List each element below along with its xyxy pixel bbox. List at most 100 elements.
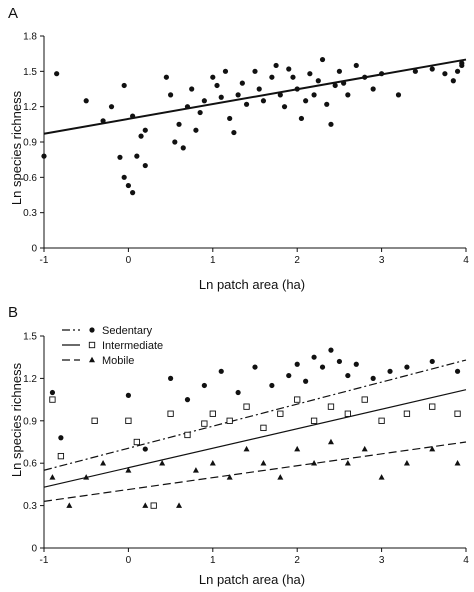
panel-a-series-0-point [450,78,456,84]
panel-b-series-intermediate-point [454,410,461,417]
panel-b-series-sedentary-point [218,368,224,374]
panel-a-series-0-point [180,145,186,151]
panel-a-series-0-point [231,129,237,136]
panel-a-series-0-point [281,104,288,110]
panel-b-series-sedentary-point [454,368,461,374]
panel-b-series-sedentary-point [252,364,258,370]
panel-a-series-0-point [319,56,326,63]
panel-a-series-0-point [201,98,207,104]
panel-a-series-0-point [239,80,245,86]
panel-b-series-mobile-point [192,467,199,473]
panel-b-series-mobile-point [429,445,436,452]
panel-a-series-0-point [235,92,241,98]
panel-a-series-0-point [429,66,435,72]
panel-a-series-0-point [273,62,279,69]
panel-a-series-0-point [307,71,313,77]
panel-b-series-sedentary-point [286,372,292,379]
legend-marker-intermediate [88,341,96,349]
panel-b-series-mobile-point [83,474,90,480]
panel-a-series-0-point [130,190,136,196]
panel-a-x-tick-label: 4 [463,255,469,266]
panel-b-x-tick-label: -1 [40,555,49,566]
panel-a-y-tick-label: 1.2 [23,102,37,113]
panel-b-series-mobile-point [361,445,368,452]
panel-b-series-sedentary-point [184,397,191,403]
panel-b-series-sedentary-point [303,378,309,384]
panel-a-series-0-point [218,94,224,100]
panel-a-series-0-point [328,121,334,127]
panel-b-y-tick-label: 1.5 [23,332,37,343]
panel-b-series-intermediate-fit-line [43,389,467,488]
panel-a-x-tick-label: -1 [40,255,49,266]
panel-b-series-intermediate-point [361,396,368,403]
panel-a-series-0-point [370,86,376,92]
panel-a-series-0-point [138,133,144,139]
panel-b-x-tick-label: 2 [294,555,300,566]
panel-a-series-0-point [172,139,178,145]
panel-b-series-mobile-point [454,460,461,466]
panel-a-series-0-point [214,82,220,89]
panel-b-series-sedentary-point [49,389,56,396]
panel-b-series-mobile-point [243,445,250,452]
panel-a-series-0-point [269,74,275,80]
panel-b-x-tick-label: 3 [379,555,385,566]
panel-b-ylabel: Ln species richness [9,362,24,477]
panel-a-series-0-point [256,86,262,92]
legend-label-mobile: Mobile [102,355,134,367]
panel-b-series-intermediate-point [133,438,140,446]
panel-b-series-sedentary-point [404,364,410,370]
panel-b-series-mobile-point [142,502,149,508]
panel-a-series-0-point [336,68,342,74]
panel-a-x-tick-label: 2 [294,255,300,266]
panel-a-series-0-point [54,71,60,77]
panel-a-series-0-point [252,68,258,74]
panel-b-series-sedentary-point [353,361,359,367]
panel-b-series-mobile-point [260,460,267,466]
panel-b-series-mobile-point [176,502,183,508]
panel-b-series-mobile-point [226,474,233,480]
legend-marker-mobile [89,356,95,363]
panel-a-series-0-point [260,98,267,104]
panel-b-series-mobile-point [403,460,410,466]
panel-a-x-tick-label: 3 [379,255,385,266]
panel-a-y-tick-label: 0.6 [23,173,37,184]
panel-b-series-intermediate-point [167,410,174,417]
panel-b-xlabel: Ln patch area (ha) [199,572,305,587]
panel-b-series-mobile-fit-line [43,441,467,502]
panel-b-series-sedentary-point [319,364,326,370]
panel-b-series-sedentary-point [345,372,351,379]
panel-b-series-sedentary-point [336,358,342,365]
panel-b-series-mobile-point [66,502,73,508]
panel-b-series-intermediate-point [378,417,385,424]
panel-a-series-0-point [353,62,359,69]
panel-b-series-intermediate-point [209,410,216,417]
panel-b-series-sedentary-point [328,347,334,353]
panel-b-y-tick-label: 0.3 [23,501,37,512]
panel-b-series-mobile-point [344,460,351,466]
panel-a-y-tick-label: 0 [31,244,37,255]
panel-a-series-0-fit-line [43,58,467,135]
legend-label-sedentary: Sedentary [102,325,153,337]
panel-b-series-sedentary-point [269,382,275,389]
panel-a-series-0-point [142,162,148,169]
panel-a-y-tick-label: 1.5 [23,67,37,78]
panel-b-series-mobile-point [159,460,166,466]
panel-a-series-0-point [290,74,296,80]
panel-b-series-intermediate-point [243,403,250,410]
panel-a-y-tick-label: 0.9 [23,138,37,149]
panel-a-series-0-point [163,74,169,80]
panel-a-series-0-point [286,66,292,72]
panel-b-series-mobile-point [100,460,107,466]
panel-b-y-tick-label: 0 [31,544,37,555]
panel-a-series-0-point [332,82,338,89]
panel-a-x-tick-label: 0 [126,255,132,266]
panel-a-series-0-point [412,68,418,74]
panel-b-series-mobile-point [311,460,318,466]
panel-b-series-sedentary-point [370,375,376,381]
panel-a-series-0-point [303,98,309,104]
panel-a-series-0-point [395,92,402,98]
panel-a-y-tick-label: 0.3 [23,208,37,219]
panel-a-series-0-point [277,92,283,98]
panel-b-series-intermediate-point [184,431,191,439]
